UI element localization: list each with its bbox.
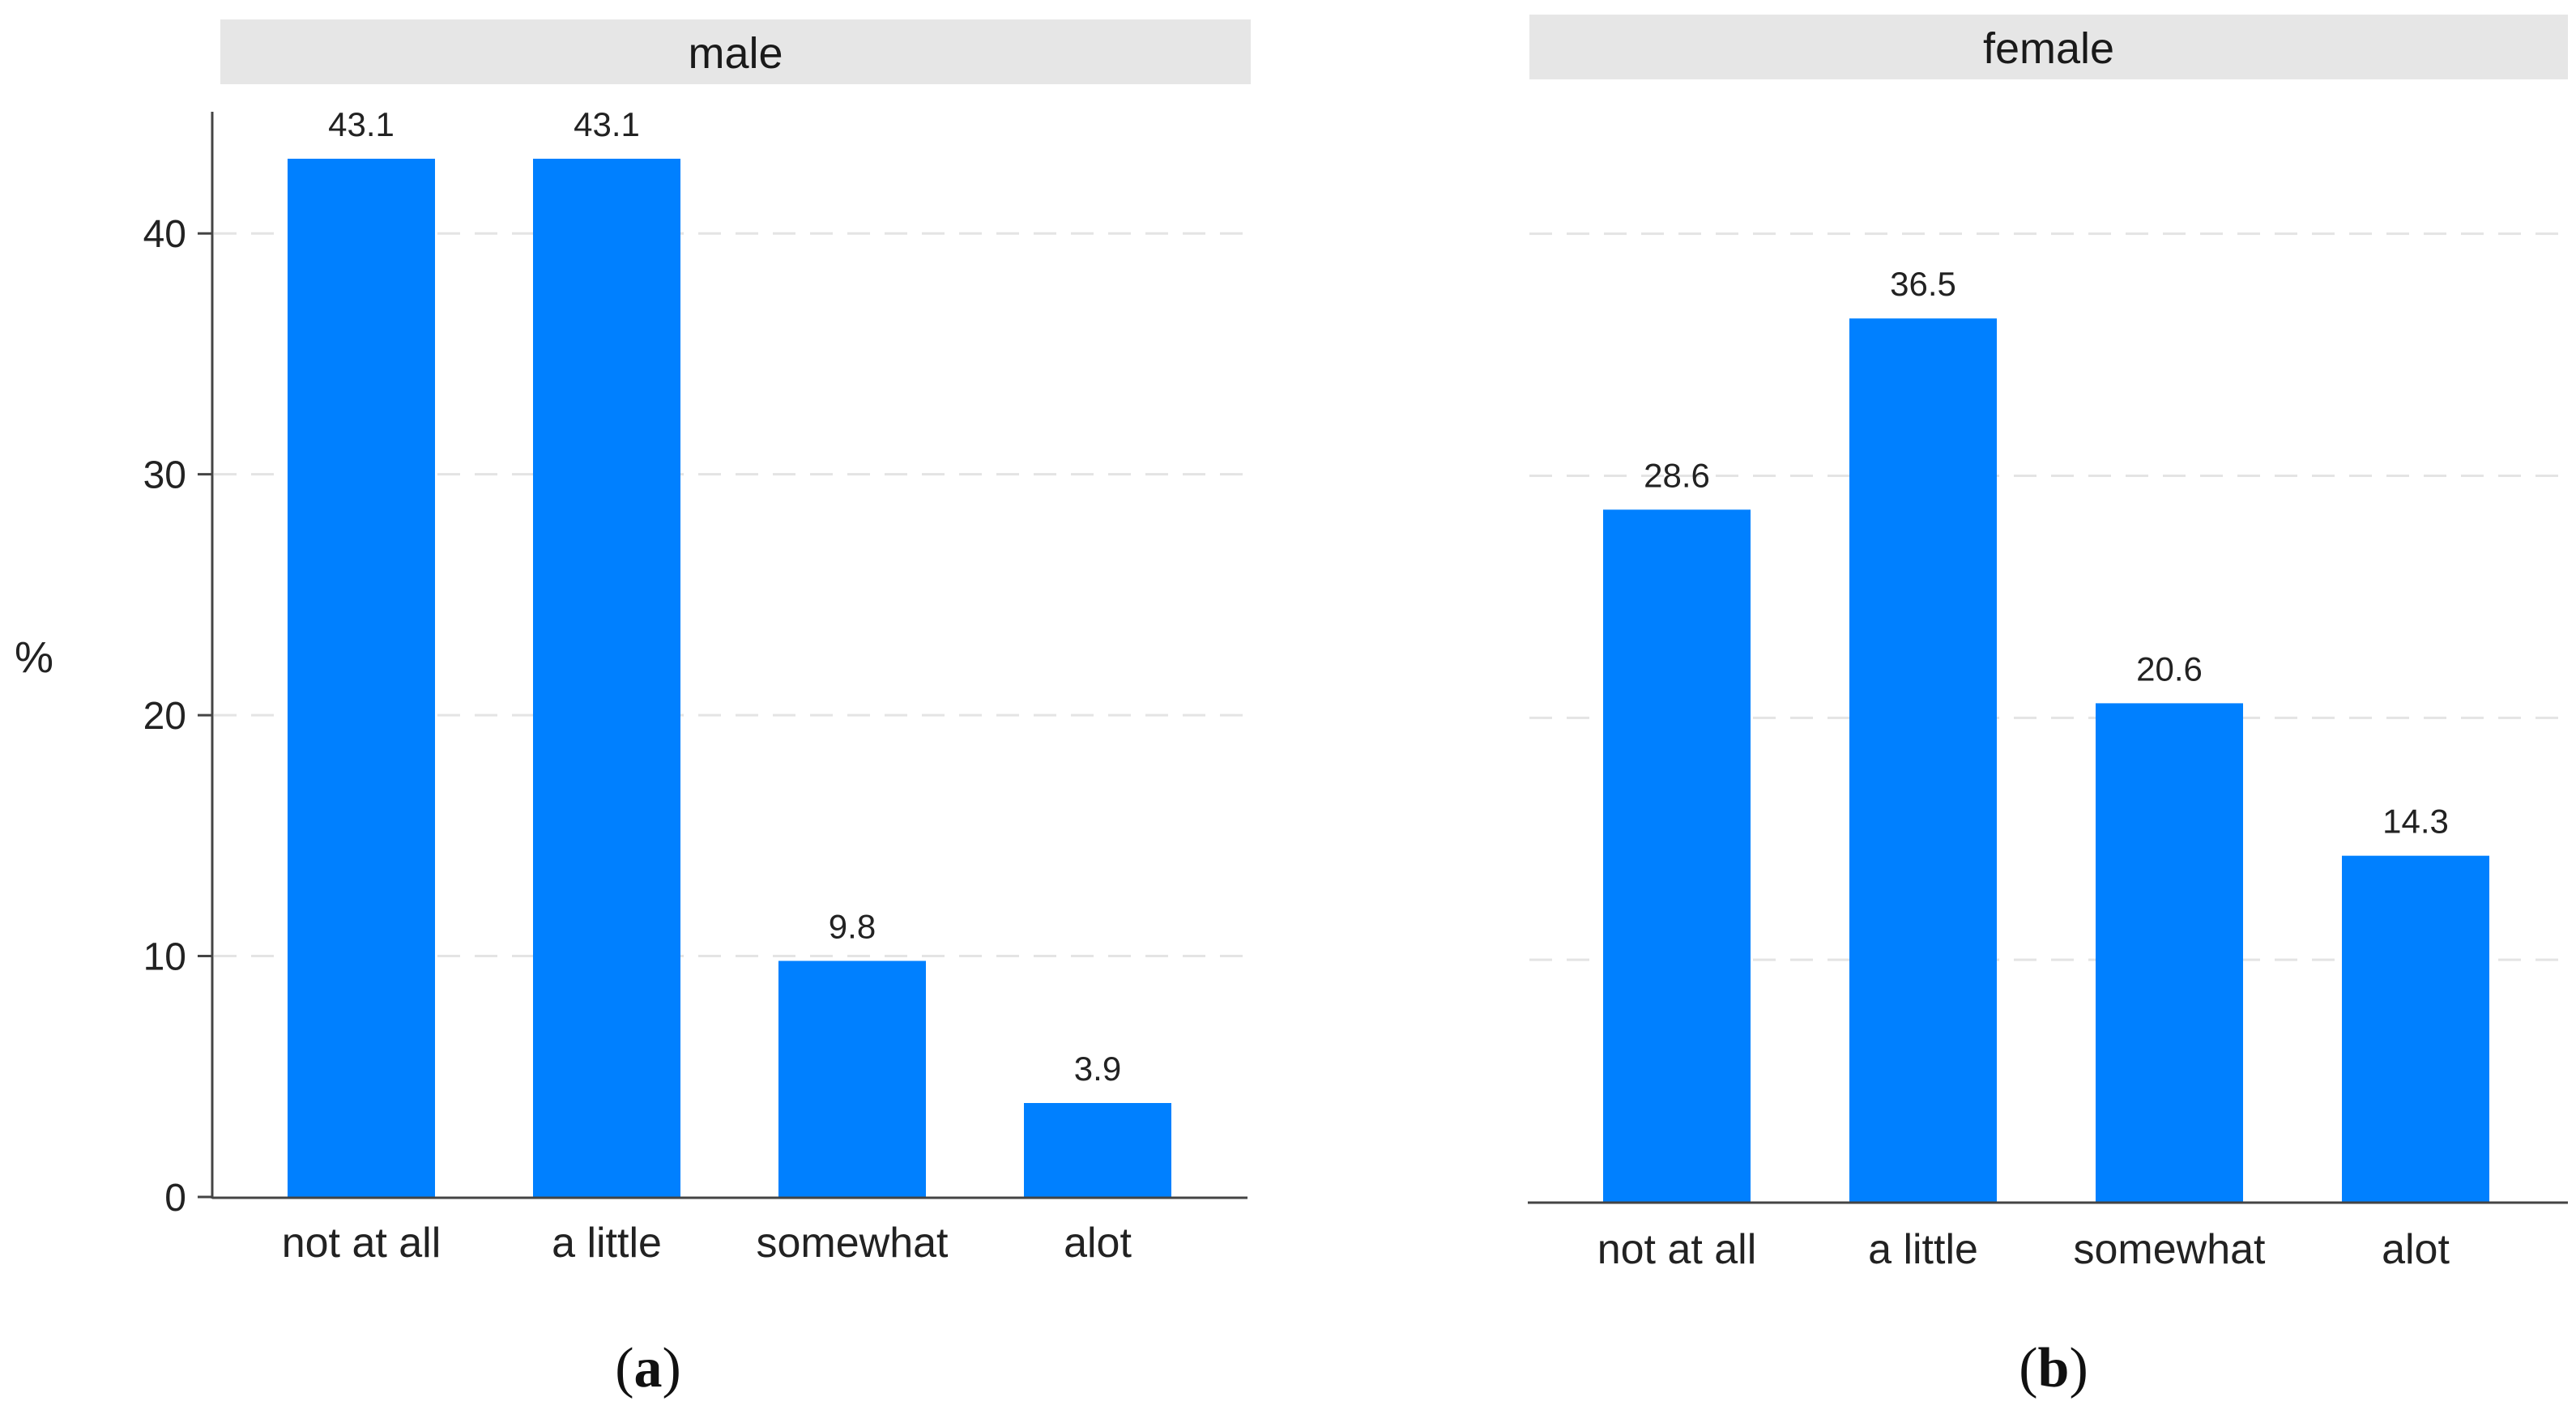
bar xyxy=(533,159,680,1197)
y-tick-label: 20 xyxy=(143,695,186,738)
bar-value-label: 43.1 xyxy=(328,105,395,143)
category-label: not at all xyxy=(282,1220,441,1267)
bar xyxy=(1024,1102,1171,1197)
bar-value-label: 3.9 xyxy=(1074,1050,1121,1088)
y-tick-label: 0 xyxy=(164,1177,186,1220)
bar xyxy=(2342,855,2489,1202)
category-label: not at all xyxy=(1597,1226,1757,1273)
y-axis-title: % xyxy=(15,633,53,682)
panel-strip xyxy=(1529,15,2568,79)
bar xyxy=(2096,703,2243,1202)
panel-male: male 0 10 20 30 40 43.1 not at all 43.1 a little 9… xyxy=(143,19,1251,1267)
bar-value-label: 20.6 xyxy=(2136,650,2203,688)
panel-title: male xyxy=(688,29,783,78)
category-label: a little xyxy=(1868,1226,1978,1273)
bar-value-label: 9.8 xyxy=(829,908,876,946)
panel-label-a: (a) xyxy=(615,1337,681,1399)
bar xyxy=(288,159,435,1197)
y-tick-label: 40 xyxy=(143,213,186,256)
y-tick-label: 30 xyxy=(143,454,186,497)
category-label: alot xyxy=(2382,1226,2450,1273)
bar xyxy=(1849,318,1997,1202)
bar-value-label: 28.6 xyxy=(1644,456,1710,494)
category-label: a little xyxy=(552,1220,662,1267)
panel-title: female xyxy=(1983,24,2114,73)
category-label: alot xyxy=(1064,1220,1132,1267)
category-label: somewhat xyxy=(757,1220,949,1267)
bar-value-label: 43.1 xyxy=(574,105,640,143)
bar xyxy=(778,960,926,1197)
panel-female: female 28.6 not at all 36.5 a little 20.6 some… xyxy=(1528,15,2568,1273)
category-label: somewhat xyxy=(2074,1226,2267,1273)
bar-value-label: 36.5 xyxy=(1890,265,1956,303)
panel-label-b: (b) xyxy=(2019,1337,2088,1399)
bar xyxy=(1603,509,1751,1202)
panel-strip xyxy=(220,19,1251,84)
y-tick-label: 10 xyxy=(143,936,186,979)
bar-value-label: 14.3 xyxy=(2382,803,2449,841)
